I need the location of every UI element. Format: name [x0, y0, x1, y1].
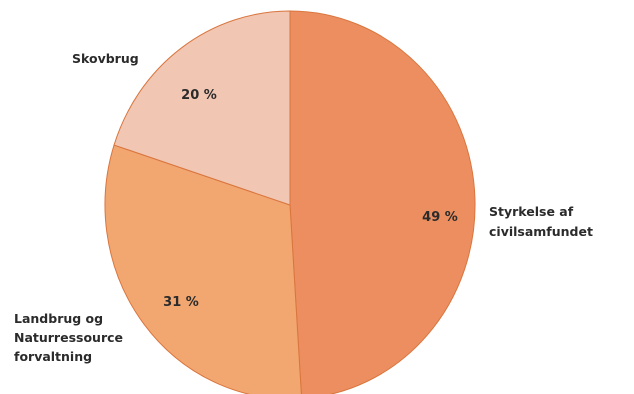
pie-slices — [104, 10, 476, 394]
slice-category-label: Landbrug og Naturressource forvaltning — [14, 311, 127, 364]
pie-slice — [104, 144, 302, 394]
slice-value-label: 20 % — [181, 88, 217, 103]
pie-slice — [113, 10, 291, 206]
pie-slice — [289, 10, 476, 394]
slice-category-label: Styrkelse af civilsamfundet — [489, 204, 593, 239]
slice-value-label: 49 % — [422, 210, 458, 225]
slice-value-label: 31 % — [163, 295, 199, 310]
slice-category-label: Skovbrug — [72, 51, 139, 66]
